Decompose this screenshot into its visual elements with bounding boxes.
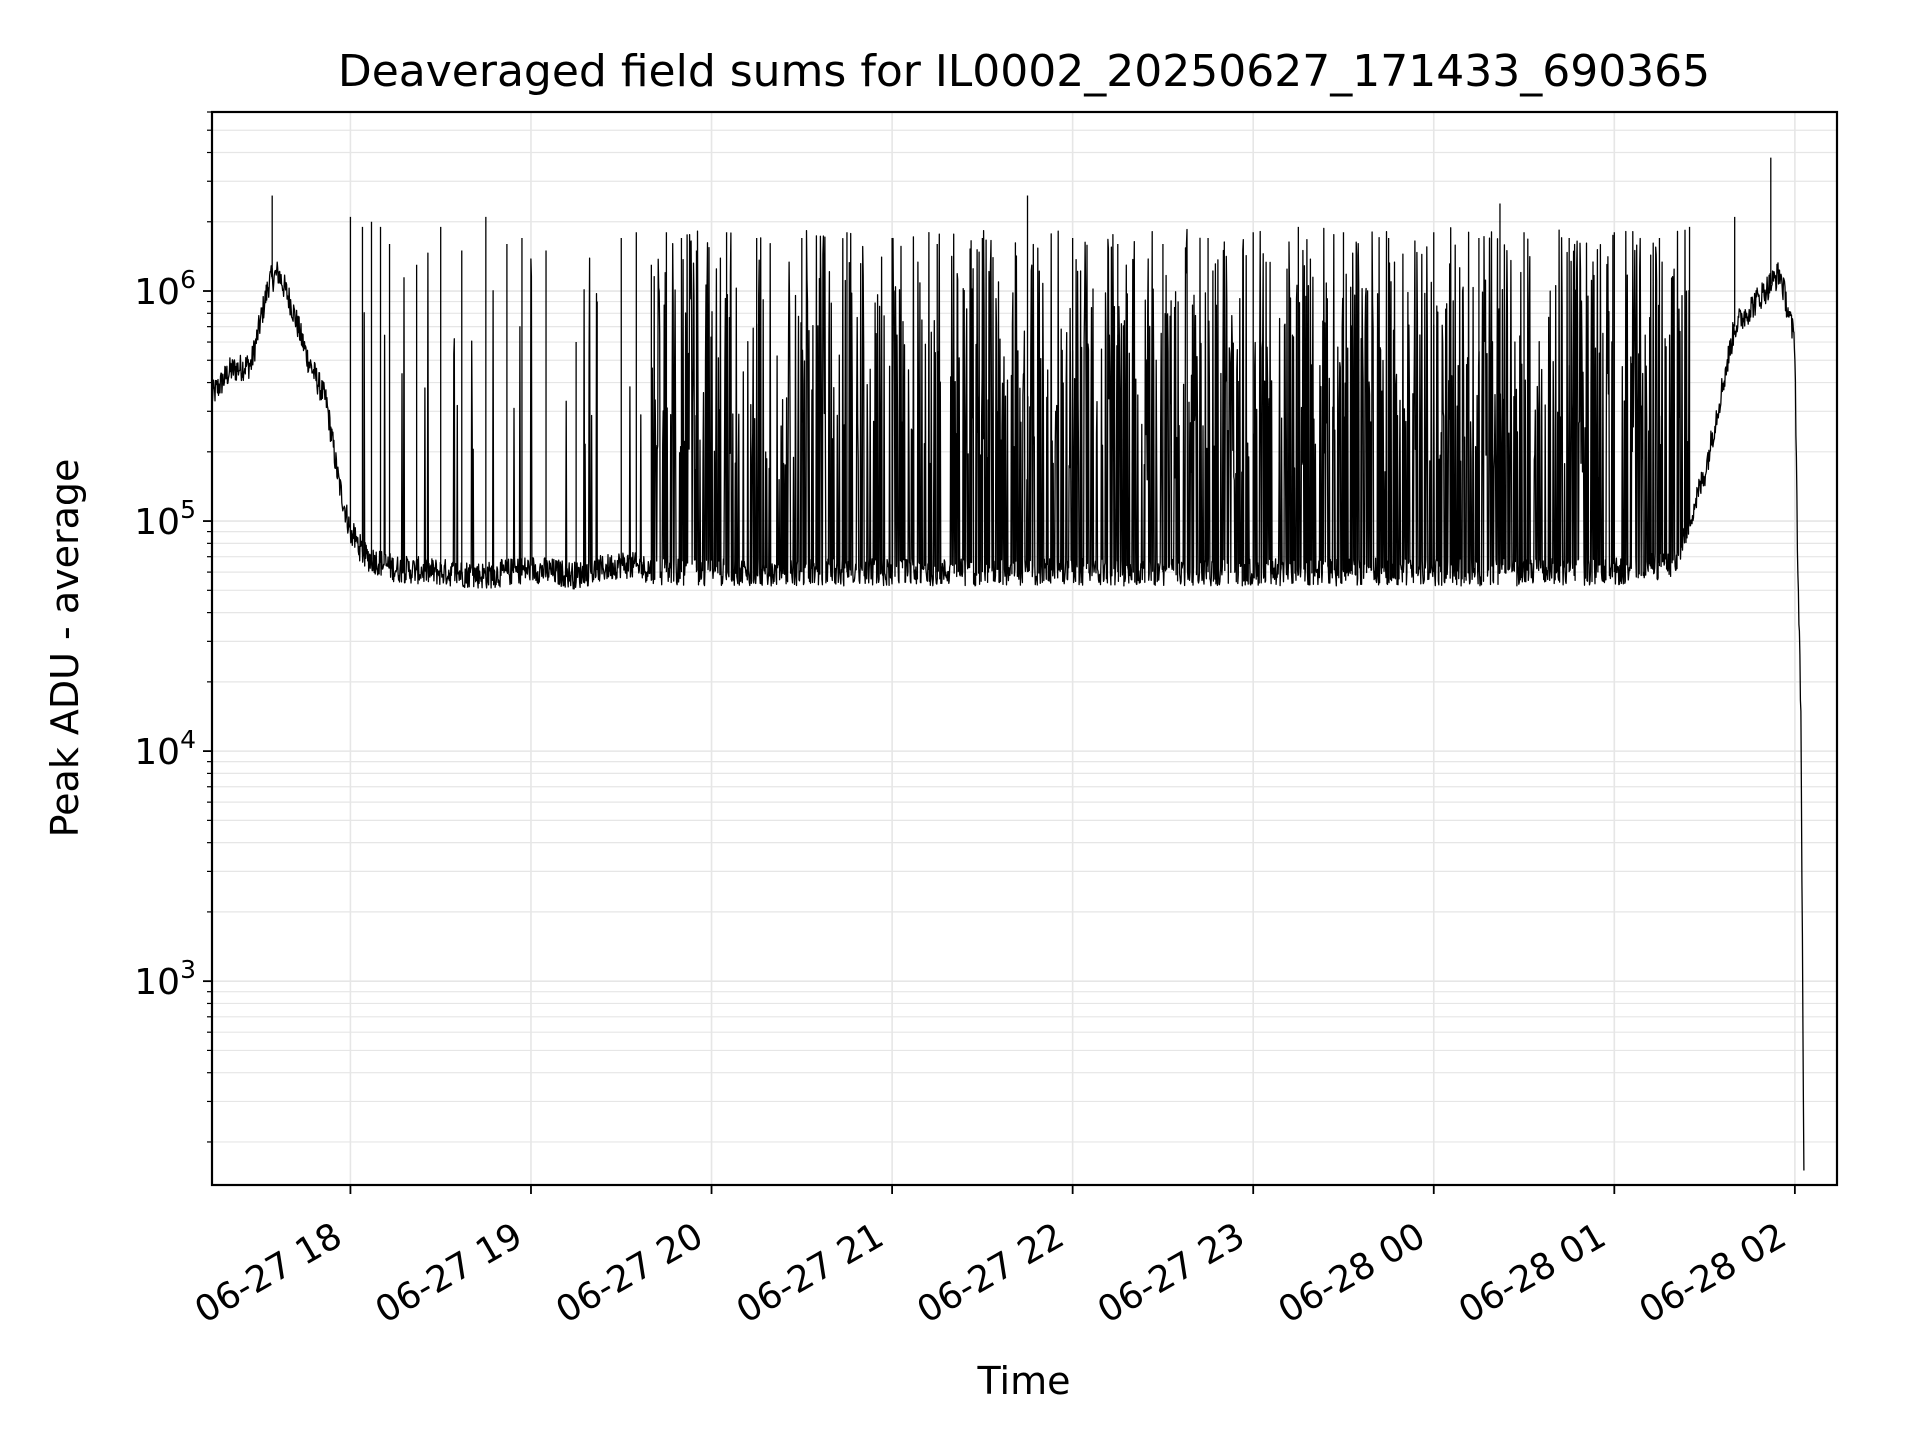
series-layer: [211, 157, 1805, 1171]
series-line: [211, 227, 1805, 1171]
plot-frame: [210, 110, 1839, 1187]
y-tick-label: 106: [134, 265, 196, 313]
y-tick-label: 104: [134, 725, 196, 773]
y-axis-label: Peak ADU - average: [43, 459, 87, 838]
y-tick-label: 105: [134, 495, 196, 543]
chart-title: Deaveraged field sums for IL0002_2025062…: [338, 46, 1710, 97]
y-tick-label: 103: [134, 955, 196, 1003]
y-axis: 103 104 105 106: [134, 111, 212, 1143]
x-axis-label: Time: [977, 1359, 1071, 1403]
